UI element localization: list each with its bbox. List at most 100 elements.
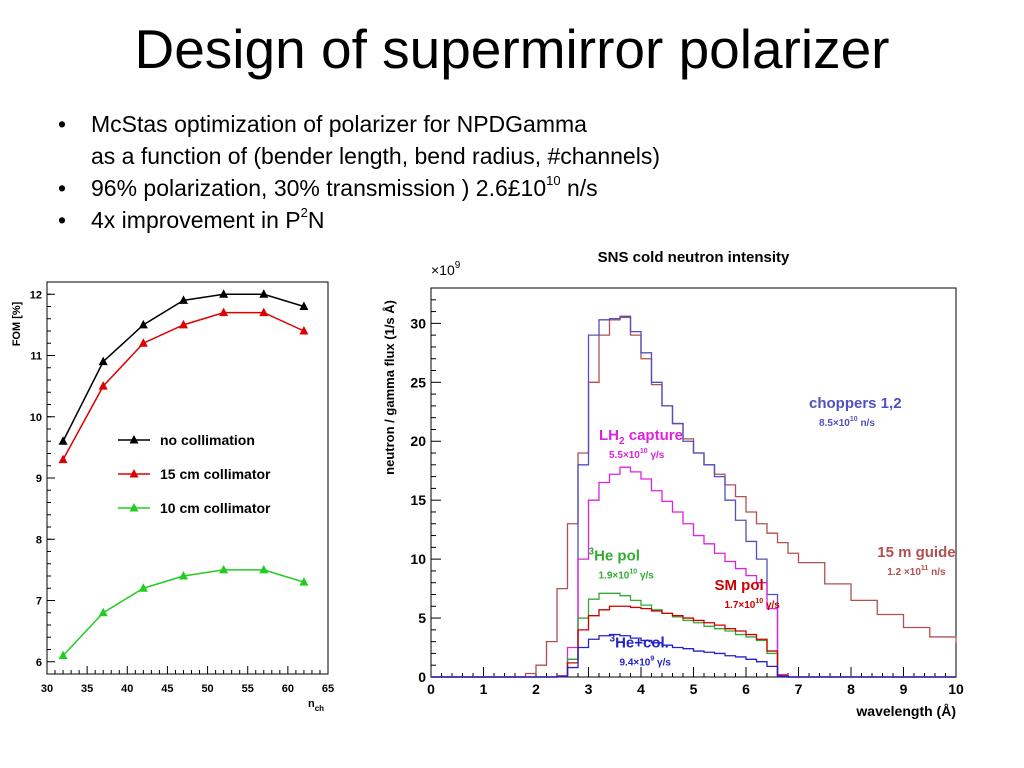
- legend-label: 15 cm collimator: [160, 466, 271, 482]
- bullet-marker: •: [58, 207, 67, 233]
- y-tick-label: 5: [418, 610, 426, 626]
- x-axis-label-sub: ch: [315, 704, 324, 713]
- x-tick-label: 10: [948, 681, 964, 697]
- y-tick-label: 7: [36, 596, 42, 608]
- annotation-value-exp: 10: [755, 598, 763, 605]
- y-axis-label: FOM [%]: [11, 301, 23, 346]
- annotation-value: 8.5×10: [819, 418, 850, 429]
- series-annotation-value: 1.9×1010 γ/s: [599, 568, 655, 581]
- x-tick-label: 35: [81, 683, 93, 695]
- annotation-label: LH: [599, 427, 619, 444]
- data-point: [58, 436, 68, 445]
- annotation-value: 1.2 ×10: [887, 567, 921, 578]
- x-tick-label: 5: [690, 681, 698, 697]
- annotation-value-exp: 10: [629, 568, 637, 575]
- legend-label: no collimation: [160, 432, 255, 448]
- x-axis-label: nch: [308, 698, 324, 713]
- x-tick-label: 3: [585, 681, 593, 697]
- series-annotation: SM pol: [715, 577, 764, 594]
- annotation-value: 1.7×10: [725, 600, 756, 611]
- data-point: [178, 319, 188, 329]
- data-point: [219, 564, 229, 574]
- annotation-value: 1.9×10: [599, 570, 630, 581]
- x-tick-label: 50: [201, 683, 213, 695]
- y-tick-label: 20: [410, 433, 426, 449]
- y-tick-label: 15: [410, 492, 426, 508]
- x-axis-label-main: n: [308, 698, 315, 710]
- annotation-value: 5.5×10: [609, 450, 640, 461]
- data-point: [259, 307, 269, 317]
- data-point: [299, 577, 309, 586]
- bullet-marker: •: [58, 111, 67, 137]
- annotation-label: 15 m guide: [877, 544, 955, 561]
- series-annotation-value: 5.5×1010 γ/s: [609, 448, 665, 461]
- x-tick-label: 55: [242, 683, 254, 695]
- data-point: [138, 319, 148, 329]
- x-tick-label: 40: [121, 683, 133, 695]
- bullet-item: as a function of (bender length, bend ra…: [58, 140, 978, 172]
- annotation-value-exp: 11: [921, 565, 929, 572]
- y-tick-label: 9: [36, 473, 42, 485]
- bullet-text: 4x improvement in P: [91, 207, 301, 233]
- y-multiplier-exp: 9: [455, 260, 461, 271]
- series-annotation: 3He+col.: [610, 634, 669, 652]
- series-line: [431, 633, 956, 678]
- legend-marker: [129, 503, 139, 512]
- annotation-value-unit: n/s: [858, 418, 876, 429]
- series-line: [431, 466, 956, 678]
- annotation-presup: 3: [589, 546, 595, 557]
- x-tick-label: 7: [795, 681, 803, 697]
- data-point: [259, 564, 269, 574]
- chart-background: [0, 262, 350, 732]
- annotation-value-exp: 10: [640, 448, 648, 455]
- annotation-value-unit: n/s: [928, 567, 946, 578]
- data-point: [178, 571, 188, 580]
- x-tick-label: 60: [282, 683, 294, 695]
- legend-marker: [129, 469, 139, 478]
- annotation-label: He pol: [594, 547, 640, 564]
- data-point: [299, 326, 309, 335]
- x-tick-label: 65: [322, 683, 334, 695]
- y-axis-label: neutron / gamma flux (1/s Å): [382, 300, 397, 475]
- chart-title: SNS cold neutron intensity: [598, 249, 790, 266]
- annotation-value-exp: 10: [850, 416, 858, 423]
- annotation-value-unit: γ/s: [648, 450, 665, 461]
- data-point: [138, 583, 148, 592]
- series-annotation: 15 m guide: [877, 544, 955, 561]
- series-annotation-value: 9.4×109 γ/s: [620, 656, 672, 669]
- data-point: [219, 289, 229, 298]
- x-tick-label: 6: [742, 681, 750, 697]
- x-tick-label: 0: [427, 681, 435, 697]
- series-annotation: LH2 capture: [599, 427, 683, 447]
- x-tick-label: 1: [480, 681, 488, 697]
- series-line: [431, 316, 957, 678]
- data-point: [58, 650, 68, 660]
- bullet-text: as a function of (bender length, bend ra…: [91, 143, 660, 169]
- annotation-presup: 3: [610, 634, 616, 645]
- y-tick-label: 8: [36, 534, 42, 546]
- fom-chart: 30 35 40 45 50 55 60 65 6 7 8 9 10 11 12 nch FOM [%] no c…: [0, 262, 350, 732]
- bullet-item: • McStas optimization of polarizer for N…: [58, 108, 978, 140]
- x-tick-label: 45: [161, 683, 173, 695]
- bullet-item: • 4x improvement in P2N: [58, 204, 978, 236]
- data-point: [98, 356, 108, 366]
- y-tick-label: 30: [410, 315, 426, 331]
- bullet-text: McStas optimization of polarizer for NPD…: [91, 111, 587, 137]
- y-tick-label: 0: [418, 669, 426, 685]
- y-tick-label: 6: [36, 657, 42, 669]
- legend-marker: [129, 435, 139, 444]
- slide-title: Design of supermirror polarizer: [134, 18, 890, 80]
- x-tick-label: 8: [847, 681, 855, 697]
- x-tick-label: 9: [900, 681, 908, 697]
- chart-background: [370, 240, 1010, 730]
- annotation-value-exp: 9: [650, 656, 654, 663]
- series-annotation-value: 1.7×1010 γ/s: [725, 598, 781, 611]
- data-point: [299, 301, 309, 310]
- y-tick-label: 10: [410, 551, 426, 567]
- x-axis-label: wavelength (Å): [855, 703, 956, 719]
- bullet-text: 96% polarization, 30% transmission ) 2.6…: [91, 175, 547, 201]
- data-point: [219, 307, 229, 317]
- bullet-list: • McStas optimization of polarizer for N…: [58, 108, 978, 236]
- legend-label: 10 cm collimator: [160, 500, 271, 516]
